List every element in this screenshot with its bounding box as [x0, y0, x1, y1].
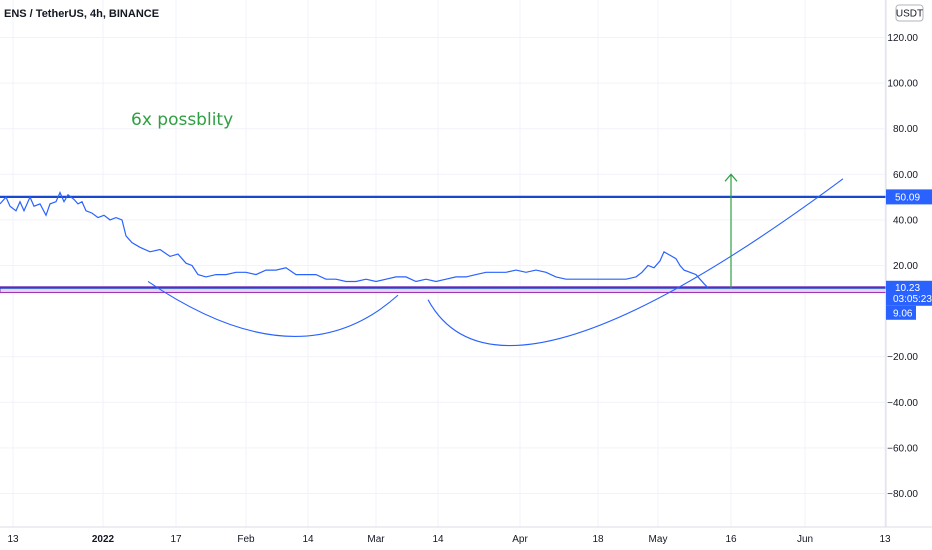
x-tick-label: 14	[432, 534, 444, 545]
target-arrow[interactable]	[724, 173, 738, 289]
x-tick-label: 13	[879, 534, 891, 545]
x-tick-label: 13	[7, 534, 19, 545]
x-tick-label: Apr	[512, 534, 528, 545]
time-axis[interactable]: 13 2022 17 Feb 14 Mar 14 Apr 18 May 16 Jun 13	[0, 526, 932, 545]
target-arrow-head	[724, 173, 738, 182]
x-tick-label: May	[649, 534, 668, 545]
resistance-price-label: 50.09	[895, 192, 920, 203]
cup-arc-right[interactable]	[427, 178, 844, 347]
x-tick-label: 17	[170, 534, 182, 545]
annotation-text[interactable]: 6x possblity	[131, 110, 233, 130]
x-tick-label: 16	[725, 534, 737, 545]
y-tick-label: −40.00	[887, 398, 918, 409]
y-tick-label: 80.00	[893, 124, 918, 135]
y-tick-label: 100.00	[887, 79, 918, 90]
x-tick-label: 14	[302, 534, 314, 545]
currency-button[interactable]: USDT	[895, 4, 924, 22]
y-tick-label: 60.00	[893, 170, 918, 181]
price-axis[interactable]: 120.00 100.00 80.00 60.00 40.00 20.00 −20.00 −4…	[885, 0, 918, 527]
symbol-title: ENS / TetherUS, 4h, BINANCE	[4, 8, 159, 20]
y-tick-label: −80.00	[887, 489, 918, 500]
cup-arc-left[interactable]	[147, 281, 399, 337]
y-tick-label: 120.00	[887, 33, 918, 44]
y-tick-label: 40.00	[893, 215, 918, 226]
x-tick-label: Feb	[237, 534, 255, 545]
currency-label: USDT	[896, 9, 923, 20]
grid-lines	[0, 0, 886, 527]
candle-countdown: 03:05:23	[893, 294, 932, 305]
x-tick-label: Mar	[367, 534, 385, 545]
y-tick-label: −20.00	[887, 352, 918, 363]
x-tick-label: 2022	[92, 534, 115, 545]
price-series-line	[0, 190, 709, 289]
y-tick-label: −60.00	[887, 443, 918, 454]
current-price-tag: 10.23 03:05:23	[886, 280, 932, 306]
support-price-tag: 9.06	[886, 305, 916, 320]
resistance-price-tag: 50.09	[886, 189, 932, 205]
y-tick-label: 20.00	[893, 261, 918, 272]
support-price-label: 9.06	[893, 308, 913, 319]
x-tick-label: Jun	[797, 534, 813, 545]
x-tick-label: 18	[592, 534, 604, 545]
current-price-label: 10.23	[895, 283, 920, 294]
